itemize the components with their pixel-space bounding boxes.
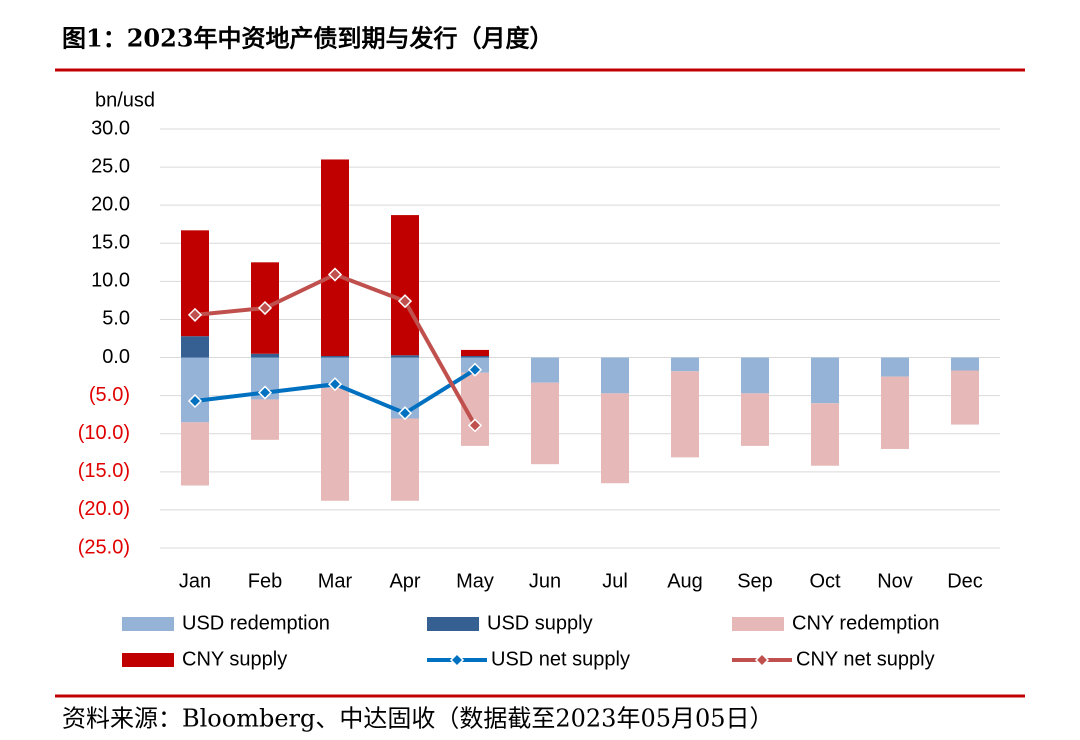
y-tick-label: 20.0 [91,193,130,215]
y-tick-label: (15.0) [78,460,130,482]
legend-label: USD redemption [182,612,330,634]
y-tick-label: (20.0) [78,498,130,520]
bar-segment [321,159,349,357]
bar-segment [461,349,489,357]
x-tick-label: Feb [248,570,282,592]
bar-segment [811,403,839,466]
line-marker [257,300,273,316]
x-tick-label: Mar [318,570,353,592]
x-tick-label: Nov [877,570,913,592]
line-marker [467,362,483,377]
bar-segment [181,357,209,423]
bar-segment [601,393,629,484]
y-tick-label: 15.0 [91,232,130,254]
bar-segment [531,357,559,383]
bar-segment [181,422,209,486]
x-tick-label: Apr [389,570,420,592]
line-marker [327,377,343,392]
line-marker [467,418,483,433]
line-marker [397,294,413,309]
bar-segment [321,356,349,358]
bar-segment [741,357,769,394]
bar-segment [251,353,279,358]
legend-swatch [122,617,174,631]
y-tick-label: 10.0 [91,270,130,292]
y-tick-label: 0.0 [102,346,130,368]
x-tick-label: Sep [737,570,773,592]
legend-marker [449,652,465,668]
legend-label: CNY supply [182,648,287,670]
bar-segment [881,376,909,449]
x-tick-label: Jan [179,570,211,592]
line-marker [187,393,203,409]
legend-label: USD supply [487,612,593,634]
bar-segment [881,357,909,377]
line-marker [187,307,203,322]
line-marker [257,385,273,400]
bar-segment [601,357,629,394]
bar-segment [391,215,419,356]
bar-segment [461,356,489,358]
y-tick-label: (25.0) [78,536,130,558]
x-tick-label: Dec [947,570,983,592]
line-marker [397,406,413,421]
x-tick-label: Aug [667,570,703,592]
bar-segment [251,399,279,440]
bar-segment [671,371,699,458]
x-tick-label: May [456,570,494,592]
legend-marker [754,652,770,668]
x-tick-label: Jun [529,570,561,592]
y-tick-label: 5.0 [102,308,130,330]
legend-swatch [732,617,784,631]
bar-segment [391,418,419,501]
chart-title: 图1：2023年中资地产债到期与发行（月度） [62,24,554,53]
bar-segment [321,388,349,501]
legend-swatch [122,653,174,667]
bar-segment [531,382,559,465]
bar-segment [951,370,979,425]
x-tick-label: Oct [809,570,841,592]
bar-segment [741,393,769,446]
legend-label: CNY redemption [792,612,939,634]
bar-segment [951,357,979,371]
legend-label: CNY net supply [796,648,935,670]
source-note: 资料来源：Bloomberg、中达固收（数据截至2023年05月05日） [62,705,774,733]
x-tick-label: Jul [602,570,628,592]
legend-label: USD net supply [491,648,630,670]
y-tick-label: (10.0) [78,422,130,444]
bar-segment [811,357,839,404]
y-tick-label: 30.0 [91,117,130,139]
y-axis-label: bn/usd [95,89,155,111]
legend-swatch [427,617,479,631]
y-tick-label: 25.0 [91,155,130,177]
bar-segment [671,357,699,372]
bar-segment [181,336,209,358]
bar-segment [391,355,419,358]
line-marker [327,267,343,282]
y-tick-label: (5.0) [89,384,130,406]
